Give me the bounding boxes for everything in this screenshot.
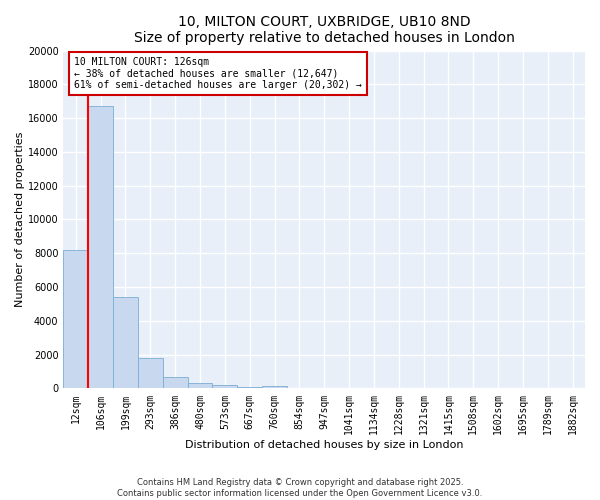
X-axis label: Distribution of detached houses by size in London: Distribution of detached houses by size … (185, 440, 463, 450)
Bar (113, 297, 138, 388)
Y-axis label: Number of detached properties: Number of detached properties (15, 132, 25, 307)
Bar (138, 358, 163, 388)
Text: Contains HM Land Registry data © Crown copyright and database right 2025.
Contai: Contains HM Land Registry data © Crown c… (118, 478, 482, 498)
Bar (188, 384, 212, 388)
Text: 10 MILTON COURT: 126sqm
← 38% of detached houses are smaller (12,647)
61% of sem: 10 MILTON COURT: 126sqm ← 38% of detache… (74, 58, 362, 90)
Bar (163, 376, 188, 388)
Bar (212, 385, 237, 388)
Bar (88, 106, 113, 388)
Bar (64, 250, 88, 388)
Bar (237, 387, 262, 388)
Title: 10, MILTON COURT, UXBRIDGE, UB10 8ND
Size of property relative to detached house: 10, MILTON COURT, UXBRIDGE, UB10 8ND Siz… (134, 15, 515, 45)
Bar (262, 386, 287, 388)
